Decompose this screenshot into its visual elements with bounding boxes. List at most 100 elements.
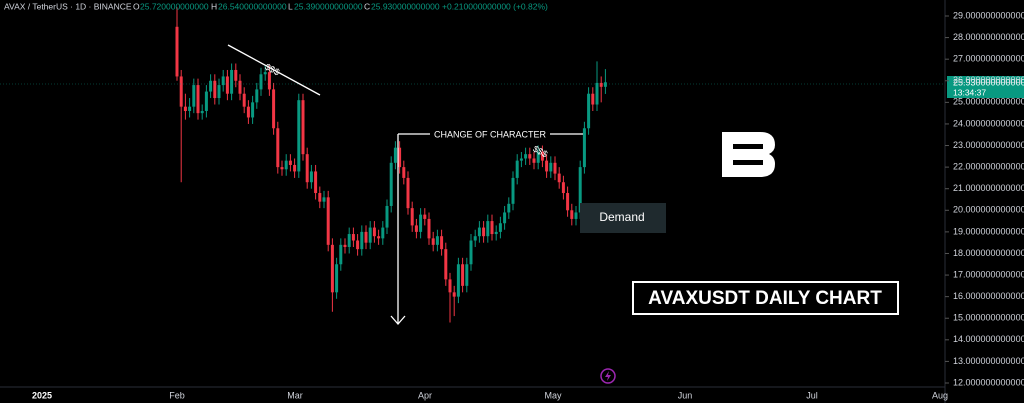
candle-body	[360, 231, 364, 250]
candle-body	[263, 72, 267, 75]
candle-body	[402, 167, 406, 178]
candle-body	[503, 212, 507, 224]
candle-body	[423, 214, 427, 219]
candle-body	[309, 171, 313, 183]
y-tick-label: 19.000000000000	[953, 226, 1024, 236]
candle-body	[188, 106, 192, 111]
ohlc-label: C	[364, 1, 370, 11]
candle-body	[267, 72, 271, 90]
candle-body	[578, 167, 582, 213]
candle-body	[179, 76, 183, 107]
x-tick-label: 2025	[32, 390, 52, 400]
logo-slit	[733, 160, 763, 165]
x-tick-label: Mar	[287, 390, 303, 400]
trend-line	[227, 44, 321, 96]
y-tick-label: 22.000000000000	[953, 161, 1024, 171]
candle-body	[242, 93, 246, 107]
candle-body	[389, 162, 393, 206]
candle-body	[440, 236, 444, 250]
candle-body	[452, 292, 456, 297]
candle-body	[251, 102, 255, 118]
candle-body	[456, 264, 460, 297]
candle-body	[330, 244, 334, 293]
candle-body	[587, 93, 591, 129]
candle-body	[595, 82, 599, 105]
candle-body	[225, 76, 229, 94]
demand-zone	[580, 203, 666, 233]
candle-body	[209, 80, 213, 92]
candle-body	[524, 154, 528, 159]
candle-body	[511, 177, 515, 204]
candle-body	[393, 147, 397, 163]
x-tick-label: May	[544, 390, 562, 400]
logo-slit	[733, 144, 763, 149]
ohlc-value: 25.720000000000	[140, 1, 209, 11]
lightning-bolt	[605, 371, 611, 381]
candle-body	[591, 93, 595, 105]
candle-body	[280, 167, 284, 170]
candle-body	[272, 89, 276, 129]
y-tick-label: 13.000000000000	[953, 356, 1024, 366]
candle-body	[557, 173, 561, 183]
candles	[175, 7, 607, 323]
choch-label-bg	[430, 128, 550, 141]
lightning-icon	[600, 368, 616, 384]
candle-body	[545, 160, 549, 172]
ohlc-value: 26.540000000000	[218, 1, 287, 11]
candle-body	[276, 128, 280, 168]
y-tick-label: 27.000000000000	[953, 54, 1024, 64]
candle-body	[175, 26, 179, 77]
candle-body	[284, 160, 288, 170]
candle-body	[448, 279, 452, 293]
candle-body	[213, 80, 217, 99]
caption: AVAXUSDT DAILY CHART	[648, 288, 882, 309]
y-tick-label: 14.000000000000	[953, 334, 1024, 344]
candle-body	[238, 80, 242, 94]
candle-body	[507, 203, 511, 213]
x-tick-label: Aug	[932, 390, 948, 400]
candle-body	[461, 264, 465, 286]
candle-body	[515, 160, 519, 178]
ohlc-label: O	[133, 1, 140, 11]
candle-body	[540, 152, 544, 161]
y-tick-label: 16.000000000000	[953, 291, 1024, 301]
candle-body	[314, 171, 318, 194]
x-tick-label: Feb	[169, 390, 185, 400]
ohlc: O 25.720000000000 H 26.540000000000 L 25…	[133, 1, 548, 11]
y-tick-label: 25.000000000000	[953, 97, 1024, 107]
candle-body	[536, 152, 540, 163]
demand-label: Demand	[599, 210, 644, 224]
candle-body	[335, 264, 339, 293]
candle-body	[414, 225, 418, 232]
x-tick-label: Jul	[806, 390, 818, 400]
y-tick-label: 26.000000000000	[953, 75, 1024, 85]
candle-body	[293, 164, 297, 172]
ohlc-value: 25.390000000000	[294, 1, 363, 11]
candle-body	[183, 106, 187, 111]
symbol: AVAX / TetherUS · 1D · BINANCE	[4, 1, 132, 11]
candle-body	[259, 74, 263, 90]
candle-body	[427, 218, 431, 239]
candle-body	[204, 91, 208, 111]
candle-body	[381, 227, 385, 239]
candle-body	[599, 82, 603, 87]
candle-body	[406, 177, 410, 209]
ohlc-value: 25.930000000000	[371, 1, 440, 11]
candle-body	[549, 162, 553, 172]
candle-body	[234, 69, 238, 81]
y-tick-label: 18.000000000000	[953, 248, 1024, 258]
candle-body	[217, 85, 221, 99]
candle-body	[322, 197, 326, 202]
candle-body	[519, 158, 523, 161]
y-tick-label: 23.000000000000	[953, 140, 1024, 150]
candle-body	[486, 221, 490, 237]
y-tick-label: 21.000000000000	[953, 183, 1024, 193]
candle-body	[377, 236, 381, 239]
candle-body	[200, 110, 204, 114]
candle-body	[343, 244, 347, 247]
candle-body	[553, 162, 557, 174]
candle-body	[385, 205, 389, 228]
candle-body	[221, 76, 225, 86]
candle-body	[347, 234, 351, 247]
